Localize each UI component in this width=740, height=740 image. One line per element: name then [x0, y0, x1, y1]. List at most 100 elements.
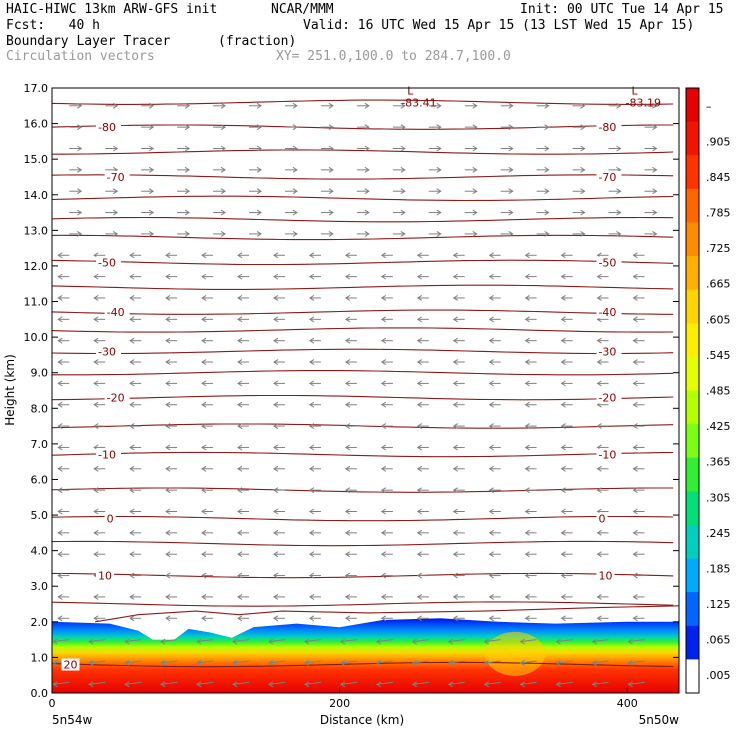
circulation-vector-head — [129, 359, 135, 365]
y-tick-label: 3.0 — [31, 580, 49, 593]
circulation-vector-head — [380, 529, 387, 536]
circulation-vector-head — [596, 593, 602, 600]
circulation-vector-head — [560, 380, 566, 387]
circulation-vector-head — [328, 188, 334, 195]
vector-legend: Circulation vectors — [6, 49, 155, 64]
y-tick-label: 4.0 — [31, 545, 49, 558]
circulation-vector-head — [400, 166, 406, 173]
circulation-vector-head — [88, 681, 94, 688]
circulation-vector-head — [375, 681, 382, 688]
contour-label: -30 — [598, 345, 616, 358]
circulation-vector-head — [472, 102, 478, 109]
circulation-vector-head — [52, 638, 58, 645]
circulation-vector-head — [112, 102, 119, 109]
circulation-vector-head — [452, 380, 458, 387]
circulation-vector-head — [256, 188, 262, 195]
contour-label-bg — [96, 256, 122, 269]
isotherm-line — [52, 234, 674, 241]
circulation-vector-head — [273, 444, 279, 451]
colorbar-swatch — [686, 222, 699, 257]
circulation-vector-head — [616, 230, 622, 237]
x-end-location: 5n50w — [639, 713, 680, 727]
circulation-vector-head — [201, 273, 207, 280]
circulation-vector-head — [93, 593, 99, 600]
circulation-vector-head — [220, 145, 227, 152]
colorbar-swatch — [686, 625, 699, 660]
circulation-vector-head — [632, 252, 638, 259]
circulation-vector — [125, 639, 142, 643]
circulation-vector-head — [52, 681, 58, 688]
circulation-vector-head — [344, 337, 351, 344]
circulation-vector-head — [524, 508, 530, 515]
circulation-vector-head — [273, 337, 279, 344]
circulation-vector-head — [303, 660, 310, 666]
circulation-vector-head — [148, 102, 155, 109]
circulation-vector-head — [201, 551, 207, 558]
circulation-vector-head — [57, 529, 63, 536]
circulation-vector-head — [524, 423, 530, 430]
circulation-vector-head — [268, 681, 274, 688]
isotherm-line — [52, 327, 674, 333]
circulation-vector-head — [524, 252, 530, 259]
circulation-vector-head — [380, 487, 387, 494]
circulation-vector-head — [524, 316, 530, 323]
circulation-vector — [161, 660, 178, 664]
circulation-vector-head — [416, 593, 423, 600]
circulation-vector-head — [220, 102, 227, 109]
colorbar-swatch — [686, 390, 699, 425]
circulation-vector-head — [196, 660, 202, 666]
circulation-vector-head — [488, 423, 494, 430]
circulation-vector-head — [165, 316, 171, 323]
circulation-vector-head — [232, 660, 238, 666]
circulation-vector-head — [292, 166, 298, 173]
circulation-vector-head — [165, 615, 171, 622]
circulation-vector-head — [256, 145, 262, 152]
circulation-vector-head — [508, 166, 514, 173]
circulation-vector — [412, 639, 429, 643]
contour-label: 0 — [598, 513, 605, 526]
circulation-vector-head — [88, 638, 94, 645]
circulation-vector — [556, 660, 573, 664]
contour-label-bg — [96, 345, 122, 358]
y-tick-label: 16.0 — [24, 118, 49, 131]
circulation-vector-head — [328, 102, 334, 109]
isotherm-line — [52, 661, 674, 668]
circulation-vector-head — [632, 593, 638, 600]
circulation-vector-head — [596, 551, 602, 558]
circulation-vector-head — [544, 145, 550, 152]
circulation-vector — [232, 660, 250, 664]
contour-label: -40 — [598, 306, 616, 319]
circulation-vector-head — [416, 359, 423, 365]
colorbar-swatch — [686, 524, 699, 560]
contour-label-bg — [104, 391, 130, 404]
circulation-vector-head — [632, 529, 638, 536]
circulation-vector-head — [472, 230, 478, 237]
circulation-vector-head — [416, 401, 423, 408]
circulation-vector-head — [201, 380, 207, 387]
circulation-vector-head — [544, 166, 550, 173]
isotherm-line — [52, 216, 674, 223]
circulation-vector-head — [364, 209, 370, 216]
circulation-vector-head — [416, 487, 423, 494]
circulation-vector — [448, 639, 465, 643]
circulation-vector-head — [273, 401, 279, 408]
circulation-vector-head — [308, 593, 315, 600]
circulation-vector-head — [184, 209, 191, 216]
circulation-vector-head — [488, 337, 494, 344]
colorbar-swatch — [686, 289, 699, 324]
circulation-vector — [197, 639, 214, 643]
circulation-vector-head — [452, 615, 458, 622]
circulation-vector-head — [596, 487, 602, 494]
circulation-vector-head — [129, 615, 135, 622]
circulation-vector-head — [256, 124, 262, 131]
circulation-vector-head — [452, 401, 458, 408]
circulation-vector-head — [591, 681, 597, 688]
circulation-vector-head — [436, 166, 442, 173]
circulation-vector-head — [129, 572, 135, 579]
circulation-vector-head — [344, 273, 351, 280]
circulation-vector-head — [555, 681, 561, 688]
circulation-vector-head — [220, 124, 227, 131]
contour-label: 10 — [98, 570, 112, 583]
circulation-vector-head — [201, 615, 207, 622]
